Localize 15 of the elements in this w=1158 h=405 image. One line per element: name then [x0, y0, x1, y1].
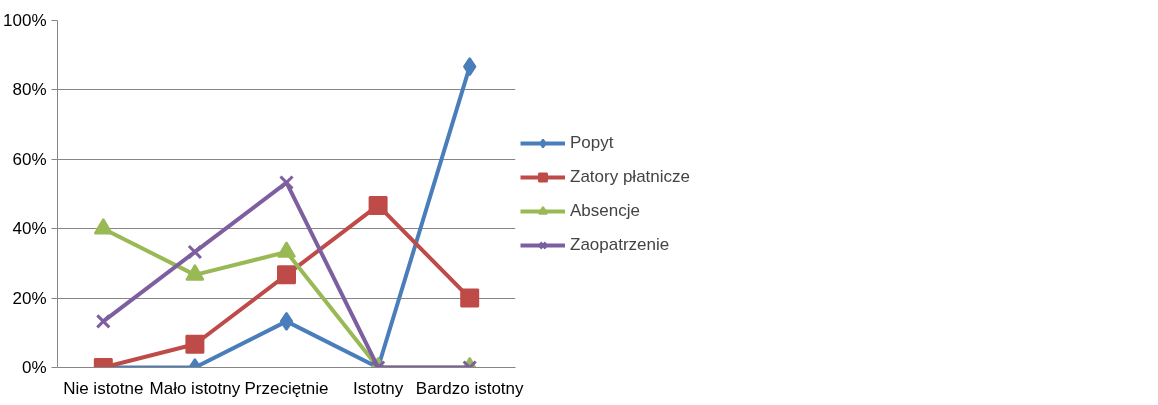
- y-tick-label: 40%: [12, 219, 47, 239]
- legend-label: Popyt: [570, 132, 614, 153]
- x-tick-label: Bardzo istotny: [415, 378, 525, 398]
- x-tick-label: Istotny: [353, 378, 404, 398]
- legend-label: Absencje: [570, 200, 640, 221]
- x-tick-label: Nie istotne: [63, 378, 144, 398]
- y-tick-label: 80%: [12, 80, 47, 100]
- x-tick-label: Przeciętnie: [244, 378, 329, 398]
- y-tick-label: 100%: [3, 11, 47, 30]
- legend-label: Zaopatrzenie: [570, 234, 670, 255]
- y-tick-label: 60%: [12, 149, 47, 169]
- y-tick-label: 20%: [12, 288, 47, 308]
- x-tick-label: Mało istotny: [149, 378, 241, 398]
- y-tick-label: 0%: [21, 358, 47, 377]
- legend-label: Zatory płatnicze: [570, 166, 690, 187]
